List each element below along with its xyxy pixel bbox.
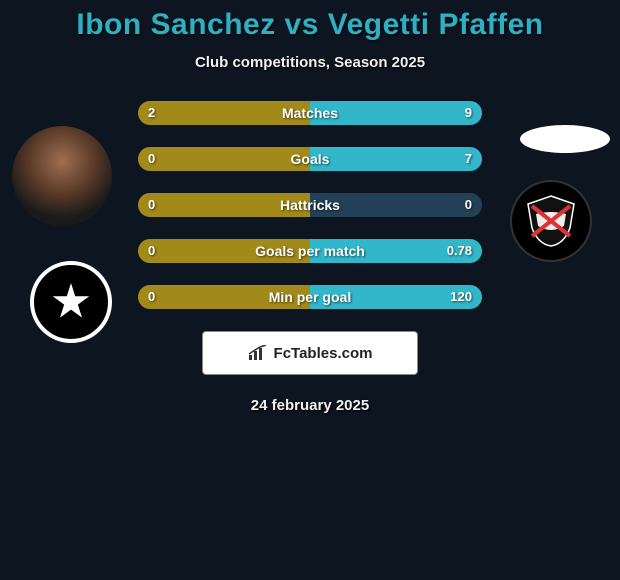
player2-avatar [520, 125, 610, 153]
stats-container: Matches29 Goals07 Hattricks00 Goals per mat… [138, 101, 482, 309]
stat-left-fill [138, 285, 310, 309]
stat-row: Hattricks00 [138, 193, 482, 217]
player1-club-badge [30, 261, 112, 343]
stat-row: Matches29 [138, 101, 482, 125]
brand-badge: FcTables.com [202, 331, 418, 375]
stat-right-fill [310, 239, 482, 263]
club2-crest-icon [524, 194, 578, 248]
stat-row: Goals per match00.78 [138, 239, 482, 263]
chart-icon [248, 345, 268, 361]
stat-right-fill [310, 101, 482, 125]
player2-club-badge [510, 180, 592, 262]
brand-text: FcTables.com [274, 345, 373, 362]
subtitle: Club competitions, Season 2025 [0, 54, 620, 71]
date-text: 24 february 2025 [0, 397, 620, 414]
page-title: Ibon Sanchez vs Vegetti Pfaffen [0, 8, 620, 42]
stat-right-fill [310, 193, 482, 217]
stat-left-fill [138, 239, 310, 263]
stat-row: Goals07 [138, 147, 482, 171]
stat-left-fill [138, 101, 310, 125]
stat-right-fill [310, 285, 482, 309]
stat-left-fill [138, 193, 310, 217]
stat-right-fill [310, 147, 482, 171]
stat-row: Min per goal0120 [138, 285, 482, 309]
stat-left-fill [138, 147, 310, 171]
player1-avatar [12, 126, 112, 226]
